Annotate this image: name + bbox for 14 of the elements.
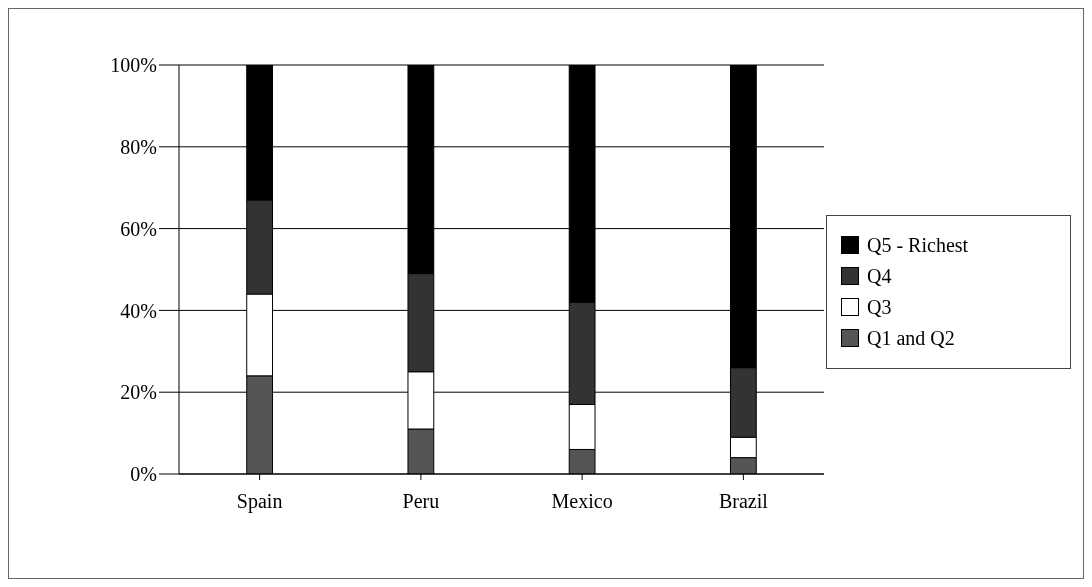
y-tick-label: 0% (130, 463, 157, 486)
x-tick-label: Spain (236, 490, 283, 514)
x-tick-label: Brazil (718, 490, 769, 513)
legend-label: Q1 and Q2 (867, 326, 955, 350)
y-tick-label: 40% (120, 299, 157, 322)
x-tick-label: Peru (402, 490, 440, 513)
x-tick-label: Mexico (551, 490, 613, 513)
legend-label: Q3 (867, 295, 892, 319)
y-tick-label: 20% (120, 381, 157, 404)
y-tick-label: 100% (110, 54, 157, 77)
y-tick-label: 60% (120, 217, 157, 240)
legend-label: Q4 (867, 264, 892, 288)
y-tick-label: 80% (120, 135, 157, 158)
legend-label: Q5 - Richest (867, 233, 969, 257)
